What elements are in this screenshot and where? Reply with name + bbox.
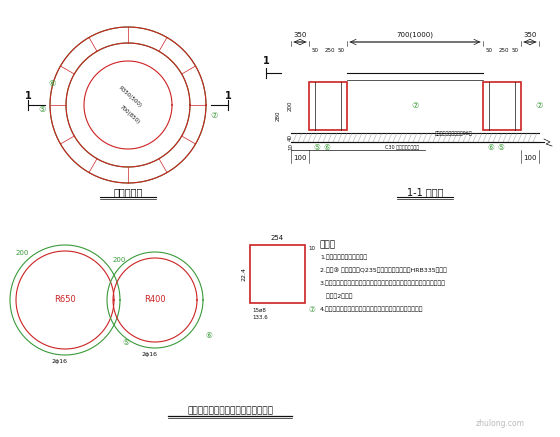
Text: 200: 200 bbox=[15, 250, 29, 256]
Text: 200: 200 bbox=[113, 257, 125, 263]
Text: 50: 50 bbox=[485, 48, 492, 53]
Text: 2ϕ16: 2ϕ16 bbox=[142, 352, 158, 357]
Text: 133.6: 133.6 bbox=[252, 315, 268, 320]
Text: 700(850): 700(850) bbox=[119, 105, 141, 125]
Text: 10: 10 bbox=[308, 246, 315, 252]
Text: 50: 50 bbox=[338, 48, 345, 53]
Text: ⑦: ⑦ bbox=[411, 101, 419, 111]
Bar bbox=[250, 245, 305, 303]
Text: ⑥: ⑥ bbox=[48, 79, 56, 87]
Text: ⑤: ⑤ bbox=[123, 338, 129, 347]
Text: ⑥: ⑥ bbox=[488, 142, 494, 152]
Text: 200: 200 bbox=[288, 101, 293, 111]
Text: 1: 1 bbox=[225, 91, 231, 101]
Text: 1: 1 bbox=[25, 91, 31, 101]
Text: ⑤: ⑤ bbox=[314, 142, 320, 152]
Text: 22.4: 22.4 bbox=[241, 267, 246, 281]
Text: 1: 1 bbox=[263, 56, 269, 66]
Text: 700(1000): 700(1000) bbox=[396, 31, 433, 38]
Text: ⑥: ⑥ bbox=[324, 142, 330, 152]
Text: 内钢筋覆盖厚度不少于96米: 内钢筋覆盖厚度不少于96米 bbox=[435, 132, 473, 136]
Text: R400: R400 bbox=[144, 295, 166, 305]
Text: 井圈平面图: 井圈平面图 bbox=[113, 187, 143, 197]
Text: 100: 100 bbox=[523, 155, 536, 161]
Text: 254: 254 bbox=[271, 235, 284, 241]
Text: ⑥: ⑥ bbox=[206, 331, 212, 340]
Text: 350: 350 bbox=[293, 32, 307, 38]
Text: 50: 50 bbox=[512, 48, 519, 53]
Text: 50: 50 bbox=[311, 48, 318, 53]
Text: zhulong.com: zhulong.com bbox=[475, 419, 525, 428]
Text: 车道下排水检查井井圈加强做法详图: 车道下排水检查井井圈加强做法详图 bbox=[187, 406, 273, 415]
Text: 1-1 剪面图: 1-1 剪面图 bbox=[407, 187, 444, 197]
Text: 不小于2厘米。: 不小于2厘米。 bbox=[320, 293, 352, 298]
Text: ⑦: ⑦ bbox=[210, 111, 218, 119]
Text: 15ø8: 15ø8 bbox=[252, 308, 266, 313]
Bar bbox=[309, 82, 347, 130]
Text: C30 素混凝土找平垫层: C30 素混凝土找平垫层 bbox=[385, 145, 419, 149]
Text: 40: 40 bbox=[288, 134, 293, 141]
Text: 4.本图适用于车道下当土层上面有雨棆及上覆土堆放的情况。: 4.本图适用于车道下当土层上面有雨棆及上覆土堆放的情况。 bbox=[320, 306, 423, 312]
Text: R650: R650 bbox=[54, 295, 76, 305]
Text: 2ϕ16: 2ϕ16 bbox=[52, 359, 68, 364]
Text: ⑦: ⑦ bbox=[535, 101, 543, 111]
Text: ⑤: ⑤ bbox=[498, 142, 505, 152]
Text: 1.本图尺寸单位均为毫米。: 1.本图尺寸单位均为毫米。 bbox=[320, 254, 367, 260]
Bar bbox=[483, 82, 521, 130]
Text: R350(500): R350(500) bbox=[118, 86, 142, 108]
Text: 说明：: 说明： bbox=[320, 240, 336, 249]
Text: 3.带圈梁保护层厚度应保证主筋中心与带圈梁边缘距离，主横筋保护层厚度: 3.带圈梁保护层厚度应保证主筋中心与带圈梁边缘距离，主横筋保护层厚度 bbox=[320, 280, 446, 286]
Text: 250: 250 bbox=[325, 48, 335, 53]
Text: ⑦: ⑦ bbox=[308, 305, 315, 314]
Text: 2.本图③ 带圈梁采用Q235钙栏，其他钙筋采用HRB335钙筋。: 2.本图③ 带圈梁采用Q235钙栏，其他钙筋采用HRB335钙筋。 bbox=[320, 267, 447, 273]
Text: 250: 250 bbox=[498, 48, 509, 53]
Text: 100: 100 bbox=[293, 155, 307, 161]
Text: 280: 280 bbox=[276, 111, 281, 121]
Text: ⑤: ⑤ bbox=[38, 105, 46, 114]
Text: 350: 350 bbox=[523, 32, 536, 38]
Text: 10: 10 bbox=[288, 142, 293, 149]
